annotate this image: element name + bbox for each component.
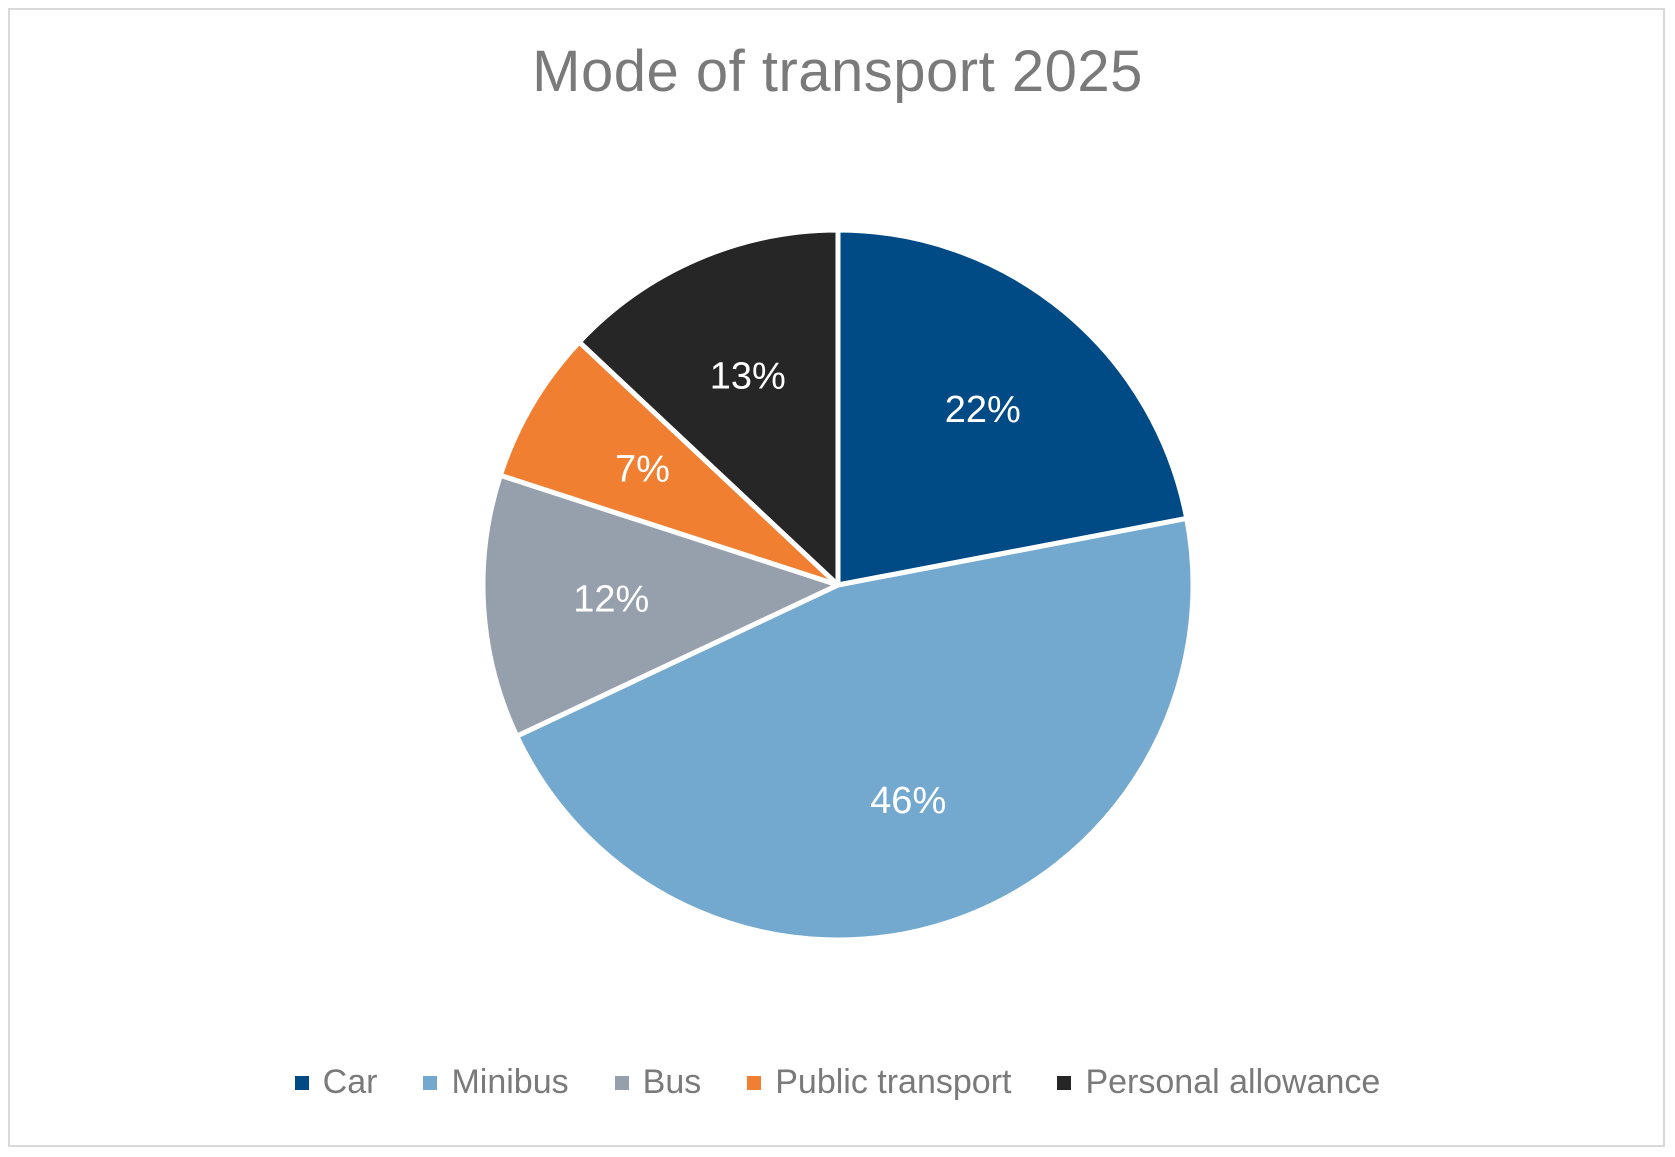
legend-label-public-transport: Public transport bbox=[775, 1063, 1012, 1101]
legend-item-minibus: Minibus bbox=[423, 1063, 569, 1102]
legend: Car Minibus Bus Public transport Persona… bbox=[0, 1063, 1675, 1102]
legend-swatch-bus bbox=[614, 1075, 629, 1090]
legend-swatch-public-transport bbox=[747, 1075, 762, 1090]
legend-item-personal-allowance: Personal allowance bbox=[1057, 1063, 1380, 1102]
data-label-bus: 12% bbox=[573, 578, 649, 620]
legend-label-minibus: Minibus bbox=[451, 1063, 569, 1101]
pie-slice-car bbox=[835, 227, 1190, 588]
data-label-public-transport: 7% bbox=[615, 448, 670, 490]
legend-swatch-personal-allowance bbox=[1057, 1075, 1072, 1090]
legend-label-bus: Bus bbox=[642, 1063, 702, 1101]
data-label-car: 22% bbox=[945, 389, 1021, 431]
data-label-minibus: 46% bbox=[870, 780, 946, 822]
legend-item-bus: Bus bbox=[614, 1063, 702, 1102]
legend-swatch-car bbox=[294, 1075, 309, 1090]
data-label-personal-allowance: 13% bbox=[710, 355, 786, 397]
pie-slice-personal-allowance bbox=[576, 227, 841, 588]
pie-slice-public-transport bbox=[497, 339, 841, 588]
pie-slice-bus bbox=[480, 472, 841, 739]
legend-swatch-minibus bbox=[423, 1075, 438, 1090]
legend-item-car: Car bbox=[294, 1063, 378, 1102]
chart-title: Mode of transport 2025 bbox=[532, 39, 1143, 104]
legend-item-public-transport: Public transport bbox=[747, 1063, 1011, 1102]
legend-label-personal-allowance: Personal allowance bbox=[1085, 1063, 1381, 1101]
legend-label-car: Car bbox=[322, 1063, 378, 1101]
pie-slice-minibus bbox=[514, 515, 1196, 943]
